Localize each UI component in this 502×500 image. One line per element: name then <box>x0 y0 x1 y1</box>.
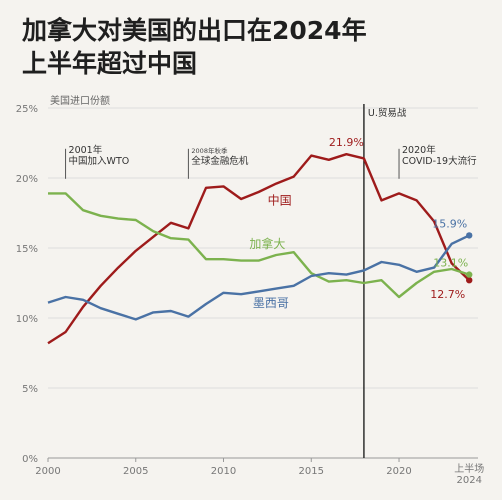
series-name-label: 墨西哥 <box>253 296 289 310</box>
series-name-label: 中国 <box>268 193 292 208</box>
x-tick-label-last-year: 2024 <box>456 475 481 486</box>
y-tick-label: 20% <box>16 174 38 185</box>
grid <box>48 107 478 459</box>
x-tick-label: 2000 <box>35 466 60 477</box>
end-value-label: 13.1% <box>433 257 468 270</box>
annotation-text: 2001年 <box>69 144 103 156</box>
x-tick-label: 2020 <box>386 466 411 477</box>
series-name-label: 加拿大 <box>249 236 285 251</box>
x-tick-label: 2010 <box>211 466 236 477</box>
end-value-label: 15.9% <box>432 217 467 230</box>
x-tick-label-last: 上半场 <box>454 462 484 475</box>
y-tick-label: 5% <box>22 384 38 395</box>
x-tick-label: 2015 <box>299 466 324 477</box>
series-lines <box>47 153 473 345</box>
event-label: U.贸易战 <box>368 107 407 119</box>
annotation-text: 2008年秋季 <box>191 146 228 155</box>
series-line-0 <box>47 153 471 345</box>
series-endpoint-1 <box>466 271 473 278</box>
series-line-1 <box>48 192 470 299</box>
trade-war-event: U.贸易战 <box>363 104 407 458</box>
y-tick-label: 25% <box>16 104 38 115</box>
peak-label: 21.9% <box>329 136 364 149</box>
chart-title: 加拿大对美国的出口在2024年 上半年超过中国 <box>22 16 367 78</box>
annotation-text: 2020年 <box>402 144 436 156</box>
series-endpoint-2 <box>466 232 473 239</box>
y-axis-label: 美国进口份额 <box>50 94 110 107</box>
y-tick-label: 0% <box>22 454 38 465</box>
y-tick-label: 10% <box>16 314 38 325</box>
end-value-label: 12.7% <box>430 288 465 301</box>
y-tick-label: 15% <box>16 244 38 255</box>
annotation-text: COVID-19大流行 <box>402 155 477 167</box>
annotation-text: 中国加入WTO <box>69 155 130 167</box>
annotation-text: 全球金融危机 <box>191 155 249 167</box>
series-endpoint-0 <box>466 277 473 284</box>
series-line-2 <box>47 234 470 321</box>
y-ticks: 0% 5% 10% 15% 20% 25% <box>16 104 38 465</box>
x-tick-label: 2005 <box>123 466 148 477</box>
